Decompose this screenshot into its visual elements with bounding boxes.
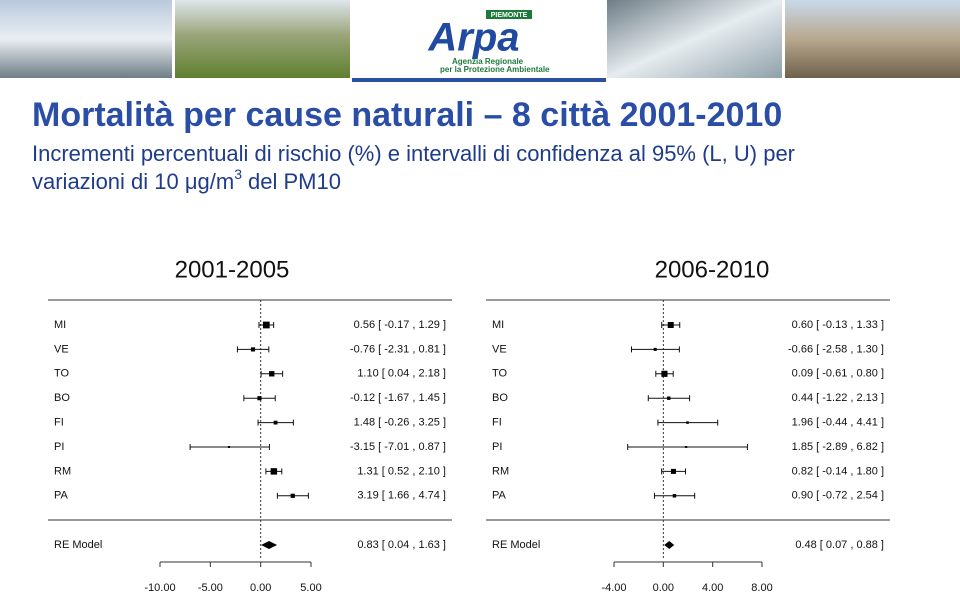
row-label: TO — [54, 368, 70, 380]
logo-line: per la Protezione Ambientale — [440, 65, 550, 74]
row-label: PI — [54, 441, 64, 453]
ci-label: 0.60 [ -0.13 , 1.33 ] — [792, 319, 884, 331]
chart-title: 2001-2005 — [175, 256, 290, 283]
header-photo — [785, 0, 960, 78]
estimate-box — [262, 321, 270, 329]
row-label: RE Model — [54, 539, 102, 551]
subtitle: variazioni di 10 μg/m3 del PM10 — [32, 166, 341, 194]
x-tick-label: 0.00 — [653, 582, 674, 594]
estimate-box — [686, 421, 689, 424]
subtitle-part: del PM10 — [248, 169, 341, 194]
row-label: VE — [54, 343, 69, 355]
estimate-box — [273, 420, 278, 425]
estimate-box — [667, 396, 671, 400]
estimate-box — [685, 446, 688, 448]
logo-line: Agenzia Regionale — [452, 57, 524, 66]
row-label: PA — [54, 490, 69, 502]
slide-title: Mortalità per cause naturali – 8 città 2… — [32, 96, 782, 134]
ci-label: 1.96 [ -0.44 , 4.41 ] — [792, 417, 884, 429]
estimate-box — [257, 396, 262, 401]
estimate-box — [269, 371, 275, 377]
row-label: BO — [492, 392, 508, 404]
x-tick-label: -4.00 — [601, 582, 626, 594]
logo: PIEMONTE Arpa Agenzia Regionale per la P… — [427, 10, 550, 74]
header-photo — [175, 0, 350, 78]
estimate-box — [250, 347, 256, 352]
ci-label: 1.10 [ 0.04 , 2.18 ] — [357, 368, 446, 380]
row-label: FI — [492, 417, 502, 429]
estimate-box — [670, 468, 676, 474]
estimate-box — [661, 370, 668, 377]
logo-region: PIEMONTE — [491, 12, 528, 19]
row-label: FI — [54, 417, 64, 429]
subtitle-part: variazioni di 10 μg/m — [32, 169, 234, 194]
ci-label: -0.12 [ -1.67 , 1.45 ] — [350, 392, 446, 404]
ci-label: 0.09 [ -0.61 , 0.80 ] — [792, 368, 884, 380]
x-tick-label: -5.00 — [198, 582, 223, 594]
estimate-box — [290, 493, 295, 498]
ci-label: -0.66 [ -2.58 , 1.30 ] — [788, 343, 884, 355]
estimate-box — [227, 446, 230, 448]
row-label: MI — [54, 319, 66, 331]
row-label: MI — [492, 319, 504, 331]
ci-label: 1.48 [ -0.26 , 3.25 ] — [354, 417, 446, 429]
x-tick-label: 0.00 — [250, 582, 271, 594]
header-photo — [0, 0, 172, 78]
logo-name: Arpa — [427, 16, 519, 60]
subtitle-sup: 3 — [234, 166, 242, 182]
ci-label: 0.44 [ -1.22 , 2.13 ] — [792, 392, 884, 404]
estimate-box — [672, 494, 677, 498]
header-strip — [352, 78, 606, 82]
estimate-box — [653, 347, 657, 351]
ci-label: 0.56 [ -0.17 , 1.29 ] — [354, 319, 446, 331]
ci-label: -3.15 [ -7.01 , 0.87 ] — [350, 441, 446, 453]
row-label: PI — [492, 441, 502, 453]
ci-label: 0.82 [ -0.14 , 1.80 ] — [792, 465, 884, 477]
ci-label: 0.48 [ 0.07 , 0.88 ] — [795, 539, 884, 551]
row-label: PA — [492, 490, 507, 502]
x-tick-label: 4.00 — [702, 582, 723, 594]
x-tick-label: 8.00 — [751, 582, 772, 594]
logo-badge — [486, 10, 532, 19]
row-label: RM — [492, 465, 509, 477]
row-label: VE — [492, 343, 507, 355]
estimate-box — [270, 468, 278, 475]
row-label: BO — [54, 392, 70, 404]
row-label: RM — [54, 465, 71, 477]
ci-label: -0.76 [ -2.31 , 0.81 ] — [350, 343, 446, 355]
subtitle: Incrementi percentuali di rischio (%) e … — [32, 141, 795, 166]
ci-label: 0.83 [ 0.04 , 1.63 ] — [357, 539, 446, 551]
row-label: TO — [492, 368, 508, 380]
estimate-box — [667, 322, 674, 328]
x-tick-label: -10.00 — [144, 582, 175, 594]
ci-label: 1.31 [ 0.52 , 2.10 ] — [357, 465, 446, 477]
row-label: RE Model — [492, 539, 540, 551]
ci-label: 1.85 [ -2.89 , 6.82 ] — [792, 441, 884, 453]
ci-label: 3.19 [ 1.66 , 4.74 ] — [357, 490, 446, 502]
summary-diamond — [664, 541, 675, 549]
header-photo — [607, 0, 782, 78]
summary-diamond — [261, 541, 278, 549]
ci-label: 0.90 [ -0.72 , 2.54 ] — [792, 490, 884, 502]
chart-title: 2006-2010 — [655, 256, 770, 283]
x-tick-label: 5.00 — [300, 582, 321, 594]
